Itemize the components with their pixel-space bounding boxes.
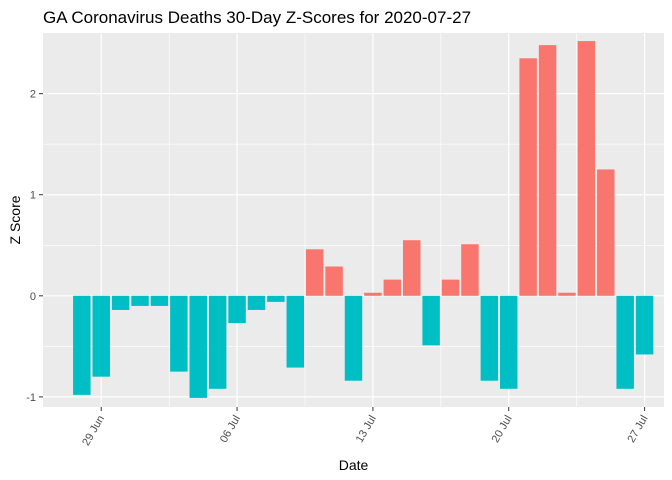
bar <box>150 295 169 306</box>
bar <box>519 58 537 296</box>
bar <box>286 295 305 368</box>
bar <box>461 244 479 296</box>
bar <box>208 295 227 389</box>
x-tick-label: 20 Jul <box>490 413 515 444</box>
y-tick-label: -1 <box>26 392 36 404</box>
bars <box>73 41 654 398</box>
bar <box>344 295 363 381</box>
x-tick-label: 29 Jun <box>80 413 107 448</box>
bar <box>325 266 343 296</box>
y-tick-label: 0 <box>30 291 36 303</box>
bar <box>170 295 188 372</box>
bar <box>92 295 110 377</box>
bar <box>131 295 149 306</box>
bar <box>480 295 499 381</box>
bar <box>597 169 615 296</box>
bar <box>402 240 421 296</box>
bar <box>189 295 207 398</box>
bar <box>538 45 557 296</box>
chart-title: GA Coronavirus Deaths 30-Day Z-Scores fo… <box>43 8 471 27</box>
x-tick-label: 06 Jul <box>218 413 243 444</box>
x-axis-title: Date <box>339 457 369 473</box>
bar <box>577 41 596 296</box>
bar <box>73 295 91 395</box>
bar <box>364 292 382 296</box>
bar <box>558 292 576 296</box>
bar <box>635 295 654 355</box>
bar <box>111 295 130 310</box>
y-tick-label: 1 <box>30 190 36 202</box>
y-tick-label: 2 <box>30 89 36 101</box>
y-axis-title: Z Score <box>7 195 23 244</box>
bar <box>305 249 324 296</box>
bar <box>500 295 518 389</box>
x-tick-label: 27 Jul <box>625 413 650 444</box>
bar <box>383 279 402 296</box>
x-tick-label: 13 Jul <box>354 413 379 444</box>
bar <box>267 295 285 302</box>
bar <box>616 295 634 389</box>
bar <box>228 295 246 324</box>
bar <box>441 279 460 296</box>
bar <box>422 295 440 346</box>
bar <box>247 295 266 310</box>
